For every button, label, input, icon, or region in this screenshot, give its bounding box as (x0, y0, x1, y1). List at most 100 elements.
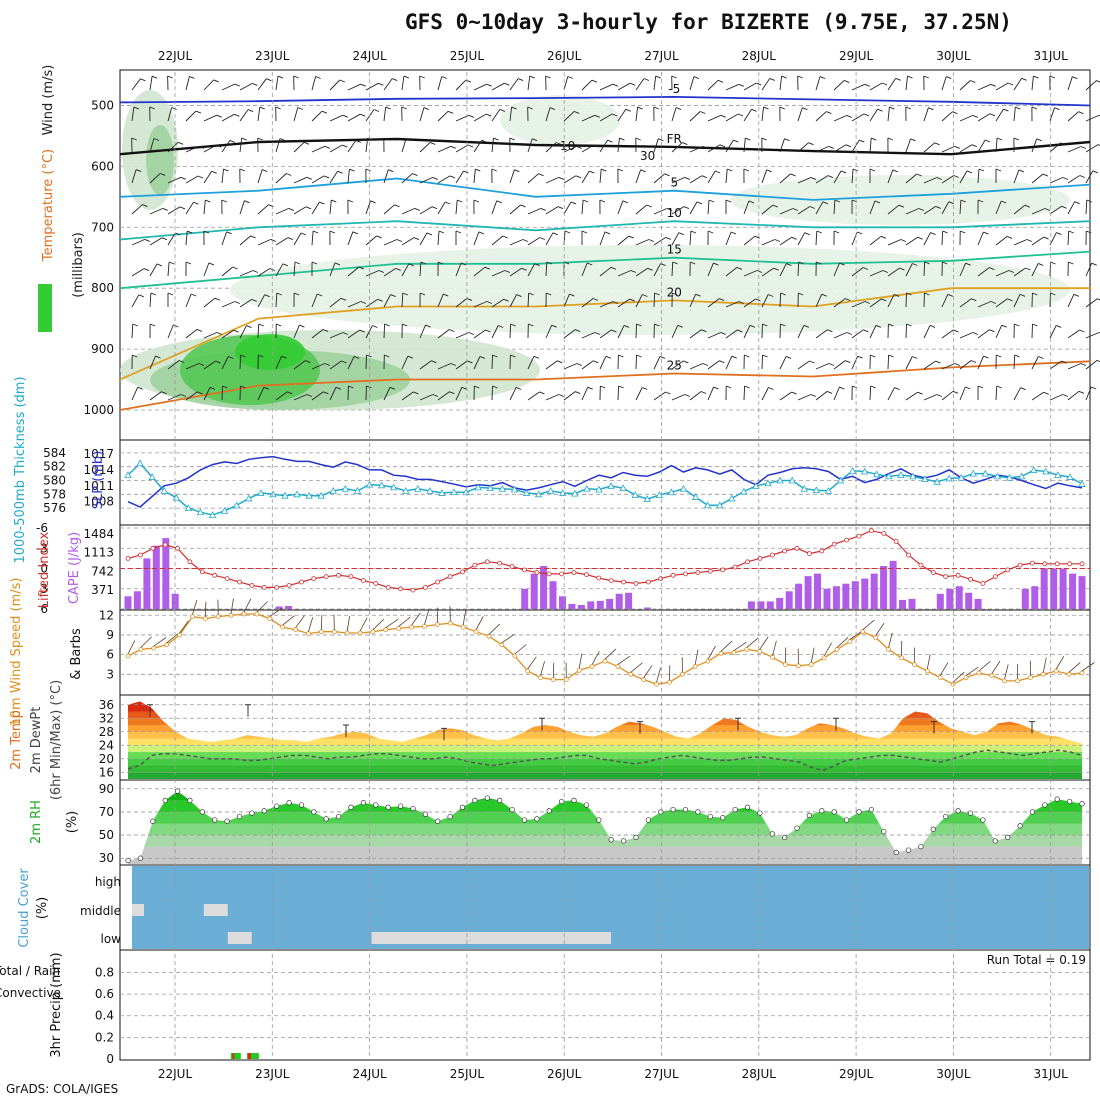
li-marker (212, 572, 218, 578)
wind-barb-flag (426, 232, 433, 236)
wind-barb (959, 144, 973, 153)
wind-barb-flag (816, 261, 822, 265)
thickness-marker (909, 472, 917, 480)
wind-barb (365, 200, 371, 215)
wind-barb-flag (473, 199, 480, 203)
temperature-band (128, 772, 1082, 779)
wind-barb-flag (540, 207, 546, 211)
temp-tick-label: 32 (99, 711, 114, 725)
wind-barb (311, 363, 326, 370)
wind-barb (347, 140, 357, 153)
wind-barb-flag (828, 363, 835, 366)
cape-bar (644, 607, 651, 609)
wind-barb (851, 329, 864, 339)
wind-barb-flag (727, 168, 733, 172)
li-marker (695, 570, 701, 575)
wind-barb (923, 232, 931, 246)
wind-barb (977, 355, 984, 370)
wind-barb-flag (935, 360, 941, 364)
wind-barb (419, 206, 433, 215)
wind-barb-flag (441, 76, 447, 79)
wind-barb (869, 385, 872, 401)
wind-barb (772, 640, 777, 656)
wind-barb-flag (763, 106, 769, 110)
wind-barb-flag (845, 360, 851, 364)
rh-marker (757, 810, 763, 816)
wind-barb (311, 201, 320, 215)
wind-barb (383, 239, 398, 246)
temperature-contour (119, 177, 1091, 201)
wind-barb (671, 142, 683, 153)
wind-barb-flag (1091, 262, 1097, 266)
wind-barb (761, 294, 769, 308)
thickness-marker (184, 504, 193, 511)
wind-speed-marker (460, 624, 466, 630)
wind-barb-flag (690, 261, 696, 265)
wind-barb (887, 169, 894, 184)
thickness-marker (873, 470, 881, 478)
thickness-marker (764, 479, 772, 487)
wind-barb-flag (905, 106, 911, 110)
wind-barb (365, 298, 378, 308)
wind-barb-flag (373, 109, 380, 112)
wind-barb-flag (751, 108, 757, 112)
wind-barb-flag (528, 323, 534, 327)
wind-barb (383, 268, 397, 277)
wind-speed-marker (293, 627, 299, 633)
wind-barb (797, 232, 806, 246)
wind-barb (635, 239, 650, 246)
wind-barb (1067, 111, 1079, 122)
wind-barb-flag (349, 168, 355, 172)
wind-barb-flag (766, 169, 772, 173)
wind-barb-flag (419, 292, 426, 296)
wind-barb-flag (360, 83, 366, 87)
top-date-labels: 22JUL 23JUL 24JUL 25JUL 26JUL 27JUL 28JUL 29JUL… (158, 49, 1068, 63)
wind-speed-marker (486, 633, 492, 639)
wind-barb (851, 301, 866, 308)
wind-barb (419, 324, 426, 339)
wind-barb (293, 324, 300, 339)
wind-barb (203, 79, 215, 91)
wind-barb (347, 301, 362, 308)
precip-tick-label: 0.6 (95, 987, 114, 1001)
wind-barb-flag (888, 354, 894, 358)
wind-barb (923, 206, 936, 215)
wind-barb-flag (175, 232, 181, 236)
wind-barb (398, 616, 411, 627)
li-marker (856, 533, 862, 539)
wind-barb (869, 138, 872, 153)
wind-barb-flag (983, 231, 989, 235)
wind-barb (1013, 78, 1022, 91)
wind-barb-flag (347, 199, 354, 203)
thickness-marker (353, 487, 362, 494)
wind-barb (509, 267, 522, 277)
wind-barb (941, 145, 955, 153)
wind-barb-flag (646, 204, 652, 208)
wind-barb-flag (279, 138, 286, 142)
wind-barb (221, 266, 233, 277)
wind-barb (527, 391, 540, 401)
wind-speed-marker (538, 675, 543, 680)
wind-barb-flag (773, 267, 779, 271)
wind-barb (851, 113, 865, 122)
wind-barb (365, 354, 367, 370)
li-marker (980, 581, 986, 586)
wind-barb-flag (1079, 175, 1085, 178)
wind-barb-flag (912, 356, 918, 359)
wind-barb (1067, 201, 1075, 215)
wind-speed-marker (331, 629, 337, 635)
wind-barb-flag (193, 201, 199, 205)
wind-barb-flag (395, 267, 401, 271)
li-marker (670, 572, 676, 578)
wind-barb (941, 175, 955, 184)
wind-barb-flag (900, 239, 907, 242)
wind-barb-flag (612, 301, 619, 304)
wind-barb-flag (276, 323, 282, 327)
thickness-marker (450, 488, 458, 496)
wind-barb (653, 263, 661, 277)
rh-marker (620, 838, 627, 844)
wind-barb-flag (131, 137, 137, 141)
wind-barb-flag (990, 83, 996, 87)
wind-barb-flag (514, 169, 520, 173)
